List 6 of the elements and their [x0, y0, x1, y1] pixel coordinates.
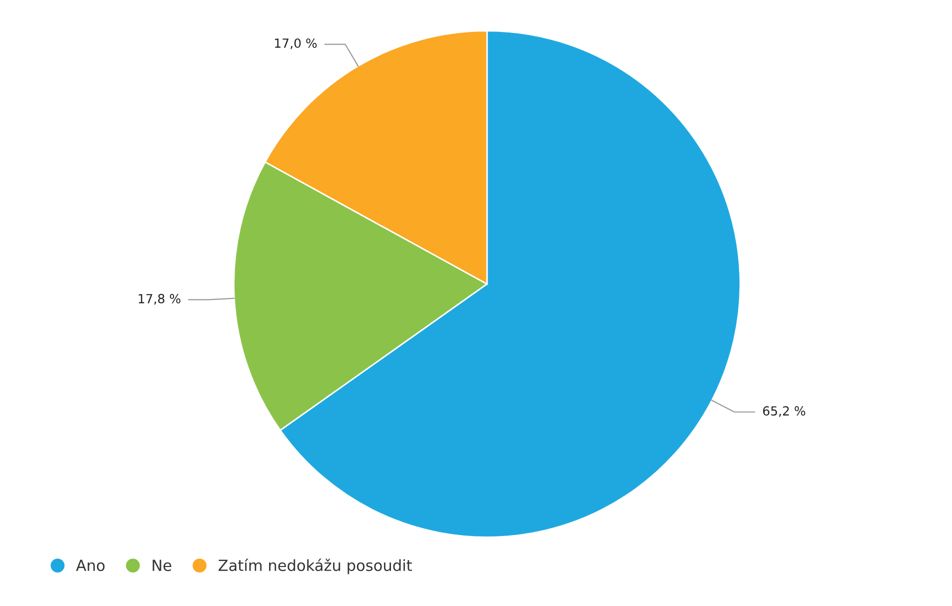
legend-label: Zatím nedokážu posoudit — [218, 558, 412, 574]
legend-label: Ano — [76, 560, 105, 572]
data-label: 65,2 % — [763, 406, 806, 417]
legend-label: Ne — [152, 560, 172, 572]
data-label: 17,8 % — [138, 294, 180, 305]
data-label: 17,0 % — [275, 38, 317, 50]
